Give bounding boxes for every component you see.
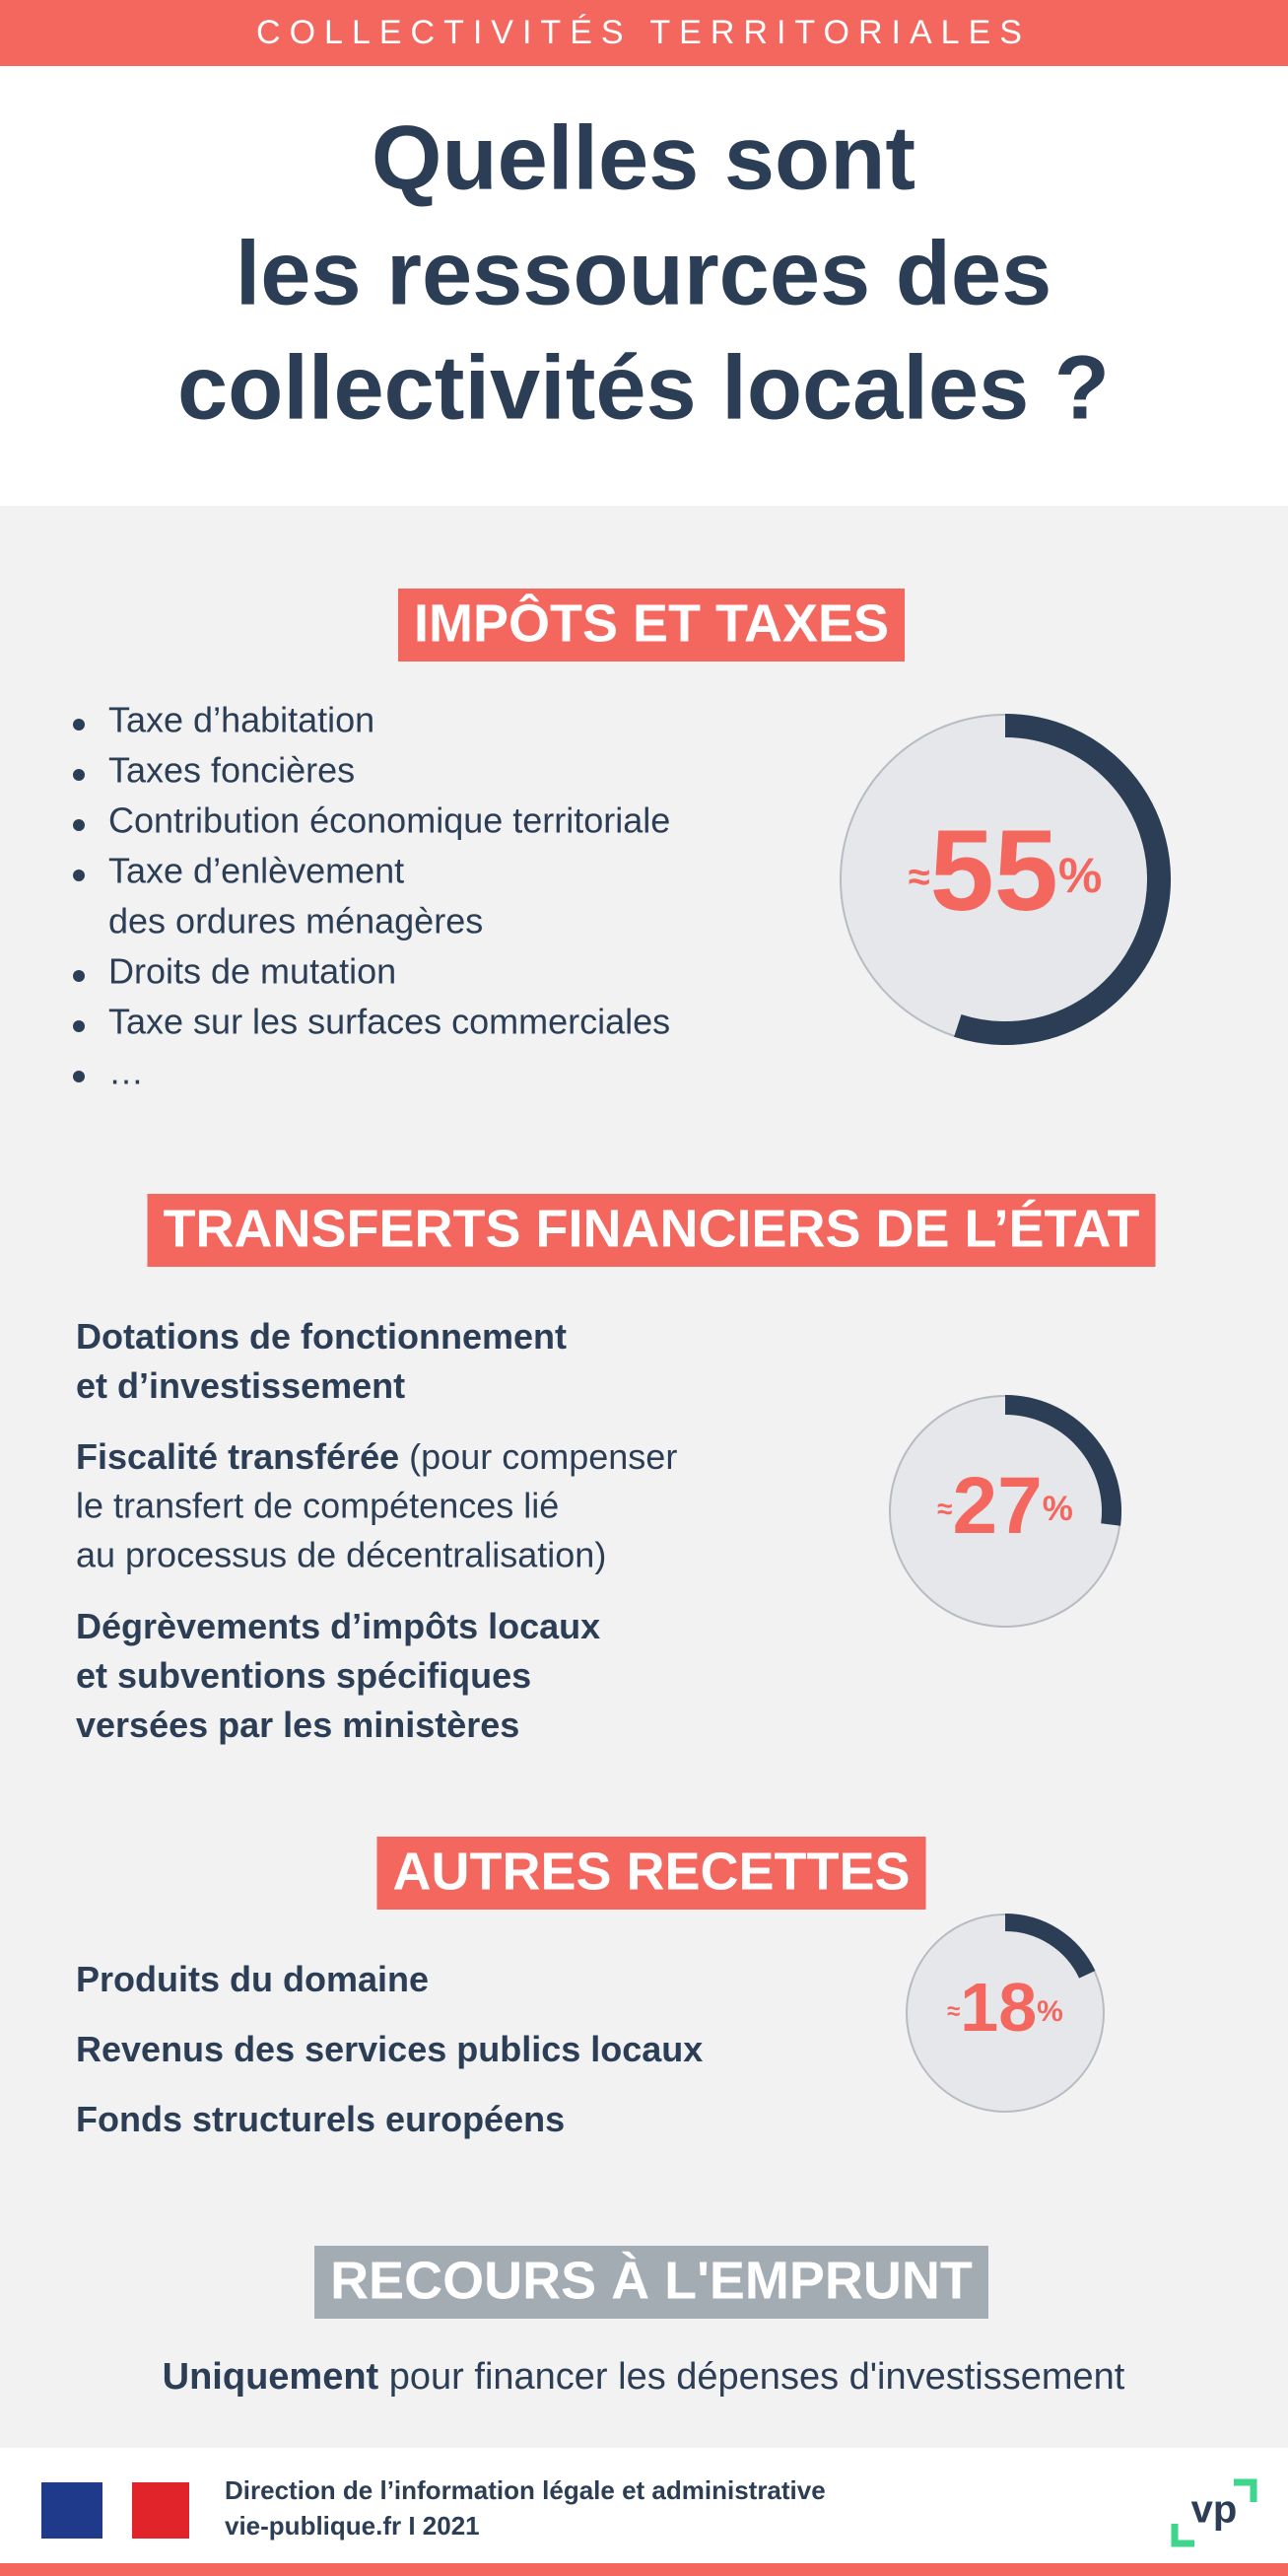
share-approx: ≈ <box>937 1494 952 1524</box>
footer-line: vie-publique.fr I 2021 <box>225 2511 480 2541</box>
bullet <box>73 970 85 982</box>
top-banner <box>0 0 1288 66</box>
text-segment: pour financer les dépenses d'investissem… <box>378 2356 1125 2398</box>
item-text: Fiscalité transférée (pour compenser <box>76 1436 677 1477</box>
text-segment: Fiscalité transférée <box>76 1436 399 1477</box>
section-title-box <box>314 2246 988 2319</box>
donut-arc <box>954 714 1171 1045</box>
logo-corners <box>1171 2478 1257 2547</box>
item-text: Fonds structurels européens <box>76 2099 565 2139</box>
share-unit: % <box>1037 1995 1063 2028</box>
section-title: RECOURS À L'EMPRUNT <box>330 2251 973 2310</box>
text-segment: Dotations de fonctionnement <box>76 1316 567 1357</box>
share-unit: % <box>1058 848 1102 903</box>
item-text: et subventions spécifiques <box>76 1655 531 1696</box>
item-text: et d’investissement <box>76 1365 405 1406</box>
share-value: 27 <box>953 1461 1043 1551</box>
item-text: Taxe d’habitation <box>108 700 374 740</box>
section-title-box <box>376 1837 926 1910</box>
text-segment: et subventions spécifiques <box>76 1655 531 1696</box>
text-segment: Fonds structurels européens <box>76 2099 565 2139</box>
item-text: Taxe sur les surfaces commerciales <box>108 1002 670 1042</box>
section-title: AUTRES RECETTES <box>392 1842 910 1901</box>
banner-text: COLLECTIVITÉS TERRITORIALES <box>256 14 1031 51</box>
text-segment: Produits du domaine <box>76 1959 429 1999</box>
logo: vp <box>1191 2488 1238 2532</box>
item-text: Contribution économique territoriale <box>108 801 670 841</box>
item-text: au processus de décentralisation) <box>76 1535 606 1575</box>
flag-red <box>132 2482 189 2539</box>
section-title: TRANSFERTS FINANCIERS DE L’ÉTAT <box>163 1199 1139 1258</box>
flag-blue <box>41 2482 102 2539</box>
section-title: IMPÔTS ET TAXES <box>414 592 889 653</box>
bullet <box>73 769 85 781</box>
bottom-strip <box>0 2563 1288 2576</box>
donut-arc <box>1004 1395 1121 1526</box>
share-approx: ≈ <box>909 856 930 899</box>
share-unit: % <box>1043 1490 1073 1528</box>
item-text: … <box>108 1052 144 1092</box>
item-text: Taxes foncières <box>108 750 355 791</box>
title-line: collectivités locales ? <box>177 337 1110 438</box>
section-title-box <box>147 1194 1156 1267</box>
item-text: Dégrèvements d’impôts locaux <box>76 1606 600 1646</box>
text-segment: et d’investissement <box>76 1365 405 1406</box>
item-text: des ordures ménagères <box>108 901 483 941</box>
item-text: Taxe d’enlèvement <box>108 851 404 891</box>
share-value: 55 <box>930 805 1058 935</box>
bullet <box>73 1020 85 1032</box>
bullet <box>73 719 85 731</box>
text-segment: versées par les ministères <box>76 1705 519 1745</box>
footer <box>0 2448 1288 2563</box>
item-text: Produits du domaine <box>76 1959 429 1999</box>
text-segment: Uniquement <box>163 2356 379 2398</box>
flag-white <box>102 2482 132 2539</box>
title-line: Quelles sont <box>372 107 915 208</box>
donut-arc <box>1004 1914 1096 1979</box>
section-title-box <box>397 589 906 661</box>
bullet <box>73 819 85 831</box>
footer-line: Direction de l’information légale et adm… <box>225 2475 826 2505</box>
item-text: le transfert de compétences lié <box>76 1486 559 1526</box>
share-label: ≈55% <box>909 805 1103 935</box>
title-line: les ressources des <box>236 223 1052 323</box>
item-text: Revenus des services publics locaux <box>76 2029 703 2069</box>
sections: IMPÔTS ET TAXES Taxe d’habitation Taxes fo… <box>73 589 1171 2139</box>
share-label: ≈18% <box>947 1969 1063 2046</box>
item-text: Droits de mutation <box>108 951 396 992</box>
bullet <box>73 870 85 881</box>
share-label: ≈27% <box>937 1461 1073 1551</box>
share-value: 18 <box>960 1969 1037 2046</box>
bullet <box>73 1071 85 1082</box>
text-segment: Dégrèvements d’impôts locaux <box>76 1606 600 1646</box>
item-text: versées par les ministères <box>76 1705 519 1745</box>
borrowing-text: Uniquement pour financer les dépenses d'… <box>163 2356 1125 2398</box>
text-segment: (pour compenser <box>399 1436 677 1477</box>
text-segment: Revenus des services publics locaux <box>76 2029 703 2069</box>
share-approx: ≈ <box>947 1998 960 2025</box>
item-text: Dotations de fonctionnement <box>76 1316 567 1357</box>
